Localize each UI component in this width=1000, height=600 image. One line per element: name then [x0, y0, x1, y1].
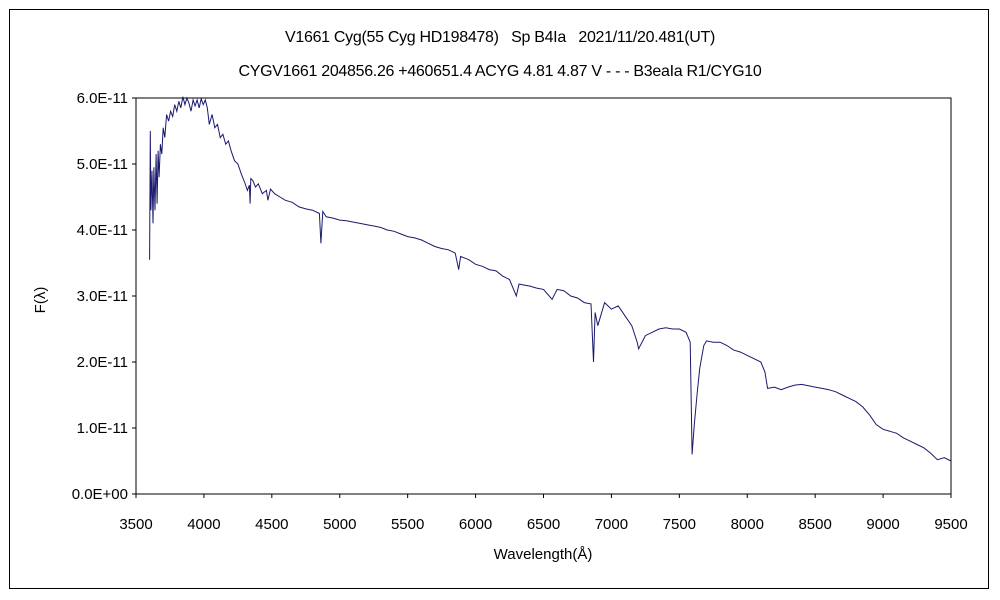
chart-title: V1661 Cyg(55 Cyg HD198478) Sp B4Ia 2021/…: [285, 29, 715, 46]
y-tick-label: 3.0E-11: [77, 288, 128, 305]
x-tick-label: 7500: [663, 516, 696, 533]
x-tick-label: 4000: [187, 516, 220, 533]
y-tick-label: 6.0E-11: [77, 90, 128, 107]
x-axis-label: Wavelength(Å): [494, 546, 593, 563]
x-tick-label: 9000: [866, 516, 899, 533]
x-tick-label: 6000: [459, 516, 492, 533]
spectrum-line: [149, 96, 952, 462]
y-tick-label: 4.0E-11: [77, 222, 128, 239]
x-tick-label: 8000: [731, 516, 764, 533]
y-tick-label: 0.0E+00: [72, 486, 128, 503]
x-tick-label: 4500: [255, 516, 288, 533]
y-tick-label: 1.0E-11: [77, 420, 128, 437]
chart-frame: [9, 9, 989, 589]
x-tick-label: 6500: [527, 516, 560, 533]
x-tick-label: 3500: [119, 516, 152, 533]
y-tick-label: 2.0E-11: [77, 354, 128, 371]
chart-subtitle: CYGV1661 204856.26 +460651.4 ACYG 4.81 4…: [238, 63, 762, 80]
y-axis-label: F(λ): [32, 287, 49, 314]
x-tick-label: 7000: [595, 516, 628, 533]
y-tick-label: 5.0E-11: [77, 156, 128, 173]
x-tick-label: 8500: [798, 516, 831, 533]
x-tick-label: 5000: [323, 516, 356, 533]
plot-area: [135, 97, 952, 495]
x-tick-label: 5500: [391, 516, 424, 533]
x-tick-label: 9500: [934, 516, 967, 533]
